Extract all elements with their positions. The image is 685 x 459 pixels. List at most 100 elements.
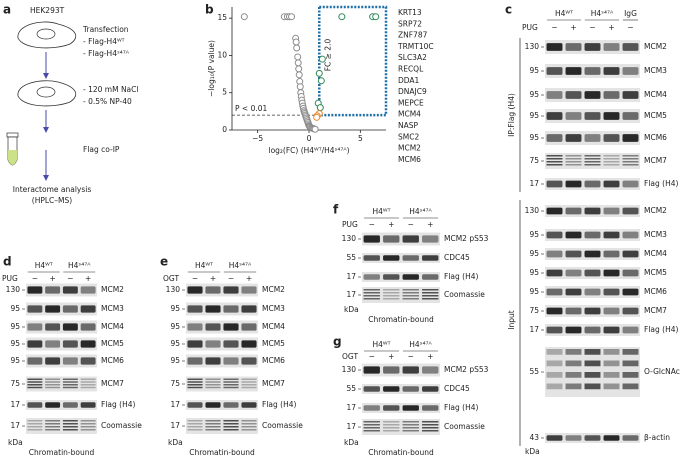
blot-strip xyxy=(26,418,97,434)
marker-label: 130 xyxy=(166,285,181,294)
band xyxy=(603,288,620,296)
band xyxy=(223,323,239,331)
marker-label: 95 xyxy=(529,133,539,142)
treatment-sign: + xyxy=(427,352,433,361)
group-label: H4ˢ⁴⁷ᴬ xyxy=(591,9,614,18)
step-text: (HPLC–MS) xyxy=(32,196,72,205)
step-text: Transfection xyxy=(82,25,129,34)
protein-name: MEPCE xyxy=(398,98,424,107)
band xyxy=(62,402,78,408)
y-tick-label: 15 xyxy=(217,13,227,22)
band xyxy=(383,386,400,392)
band xyxy=(241,381,257,383)
band xyxy=(622,91,639,99)
band-label: CDC45 xyxy=(444,253,470,262)
band xyxy=(45,384,61,386)
band xyxy=(584,161,601,163)
band-label: Flag (H4) xyxy=(101,400,135,409)
blot-strip xyxy=(186,400,258,410)
band-label: MCM4 xyxy=(644,249,667,258)
group-label: H4ᵂᵀ xyxy=(373,340,391,349)
band xyxy=(622,134,639,142)
band-label: MCM2 xyxy=(101,285,124,294)
y-tick-label: 10 xyxy=(217,50,227,59)
band xyxy=(422,430,439,432)
x-axis-label: log₂(FC) (H4ᵂᵀ/H4ˢ⁴⁷ᴬ) xyxy=(268,146,349,155)
band xyxy=(62,357,78,365)
band xyxy=(27,402,43,408)
band xyxy=(565,250,582,258)
protein-name: MCM6 xyxy=(398,155,421,164)
band xyxy=(422,298,439,300)
band xyxy=(565,326,582,334)
band xyxy=(584,231,601,239)
marker-label: 130 xyxy=(342,365,357,374)
step-text: - 0.5% NP-40 xyxy=(83,97,132,106)
blot-strip xyxy=(186,337,258,351)
step-text: Flag co-IP xyxy=(83,145,120,154)
marker-label: 95 xyxy=(529,230,539,239)
protein-name: TRMT10C xyxy=(397,42,434,51)
point xyxy=(292,38,300,46)
threshold-label: P < 0.01 xyxy=(235,104,268,113)
band xyxy=(241,323,257,331)
step-text: - 120 mM NaCl xyxy=(83,85,138,94)
marker-label: 17 xyxy=(529,179,539,188)
band-label: MCM5 xyxy=(644,111,667,120)
band xyxy=(80,420,96,422)
band xyxy=(27,423,43,425)
band xyxy=(622,269,639,277)
band xyxy=(546,155,563,157)
band xyxy=(622,158,639,160)
band xyxy=(402,289,419,291)
band xyxy=(80,386,96,389)
treatment-sign: − xyxy=(627,23,633,32)
band-label: MCM7 xyxy=(101,379,124,388)
blot-strip xyxy=(362,253,440,263)
treatment-sign: + xyxy=(246,274,252,283)
band xyxy=(363,274,380,280)
panel-label: f xyxy=(333,203,339,217)
band xyxy=(27,323,43,331)
band xyxy=(45,426,61,428)
band xyxy=(546,435,563,441)
step-text: - Flag-H4ˢ⁴⁷ᴬ xyxy=(83,49,130,58)
treatment-sign: − xyxy=(228,274,234,283)
band xyxy=(241,378,257,380)
band xyxy=(622,307,639,315)
unit-label: kDa xyxy=(344,305,359,314)
band-label: MCM3 xyxy=(644,66,667,75)
band xyxy=(422,289,439,291)
band xyxy=(62,340,78,348)
point xyxy=(338,13,346,21)
band xyxy=(603,349,620,355)
band xyxy=(622,349,639,355)
band xyxy=(603,43,620,51)
band xyxy=(402,235,419,243)
step-text: - Flag-H4ᵂᵀ xyxy=(83,37,125,46)
threshold-box xyxy=(319,5,388,117)
band xyxy=(45,386,61,389)
band xyxy=(622,231,639,239)
band xyxy=(205,384,221,386)
point xyxy=(315,69,323,77)
band-label: MCM2 pS53 xyxy=(444,234,489,243)
marker-label: 17 xyxy=(170,421,180,430)
marker-label: 55 xyxy=(346,253,356,262)
band xyxy=(383,295,400,297)
band-label: MCM6 xyxy=(644,133,667,142)
band xyxy=(223,340,239,348)
protein-name: SLC3A2 xyxy=(398,53,427,62)
band xyxy=(565,155,582,157)
cell xyxy=(17,80,77,107)
marker-label: 130 xyxy=(525,206,540,215)
band xyxy=(603,91,620,99)
group-label: IgG xyxy=(624,9,637,18)
band xyxy=(584,164,601,166)
band-label: Flag (H4) xyxy=(444,403,478,412)
band xyxy=(402,366,419,374)
band xyxy=(584,155,601,157)
nucleus xyxy=(36,28,56,40)
band xyxy=(187,429,203,431)
band xyxy=(565,158,582,160)
